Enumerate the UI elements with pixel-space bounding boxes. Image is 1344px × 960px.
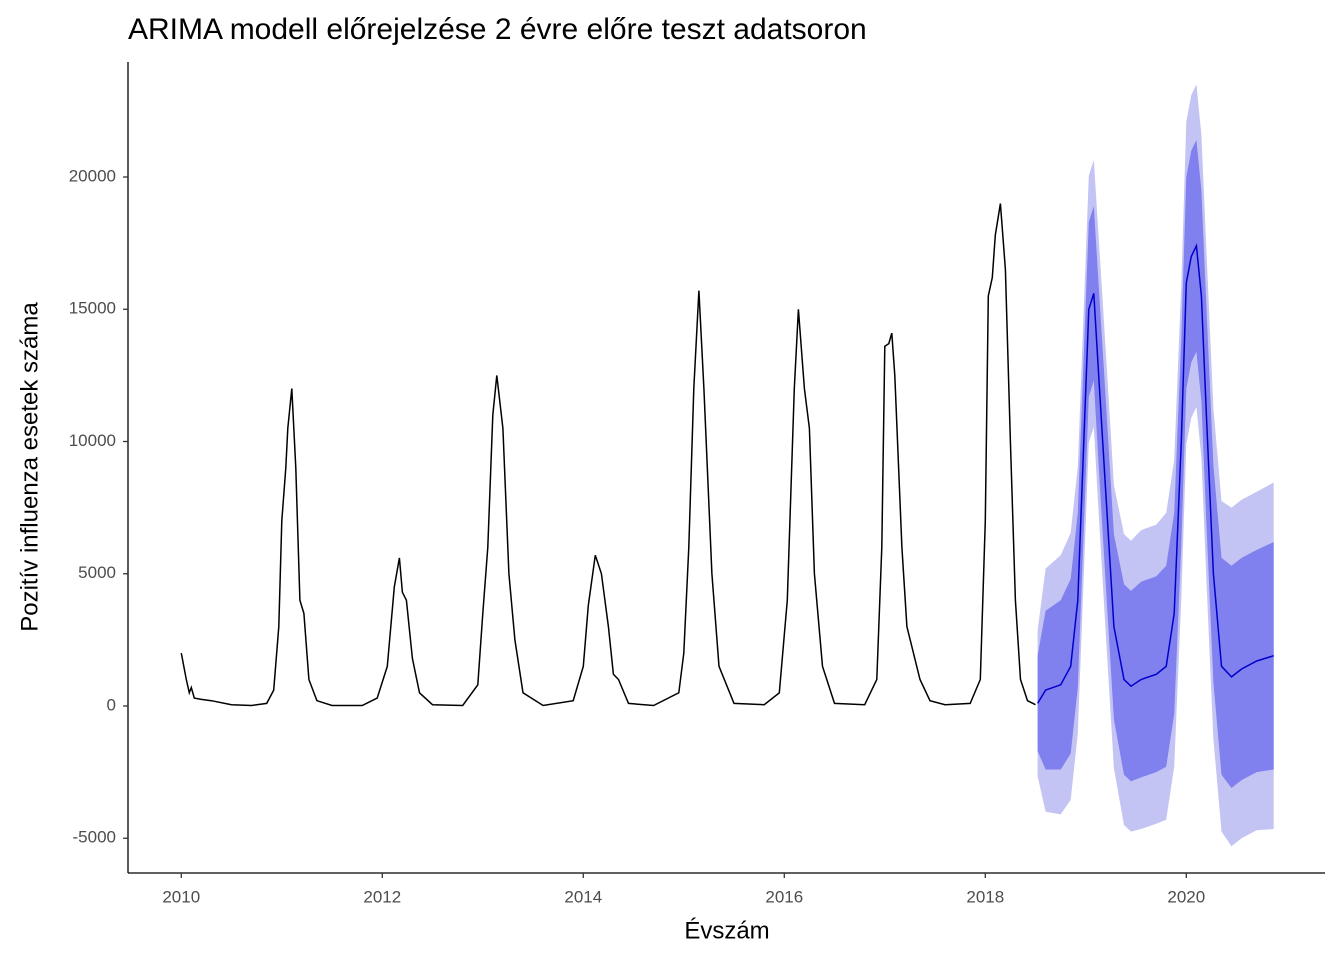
observed-line — [180, 203, 1036, 707]
y-tick-label: -5000 — [73, 828, 116, 847]
y-axis-label: Pozitív influenza esetek száma — [16, 302, 43, 632]
x-tick-label: 2016 — [765, 887, 803, 906]
x-tick-label: 2012 — [363, 887, 401, 906]
x-tick-label: 2010 — [162, 887, 200, 906]
plot-area — [180, 84, 1274, 847]
y-tick-label: 5000 — [78, 563, 116, 582]
y-tick-label: 15000 — [69, 299, 116, 318]
x-tick-label: 2014 — [564, 887, 602, 906]
y-tick-label: 0 — [107, 695, 116, 714]
y-tick-label: 20000 — [69, 166, 116, 185]
x-axis-label: Évszám — [684, 917, 769, 944]
forecast-line — [1036, 243, 1274, 704]
chart-title: ARIMA modell előrejelzése 2 évre előre t… — [128, 13, 867, 46]
x-tick-label: 2018 — [966, 887, 1004, 906]
y-tick-label: 10000 — [69, 431, 116, 450]
interval-80 — [1037, 140, 1274, 788]
x-tick-label: 2020 — [1167, 887, 1205, 906]
